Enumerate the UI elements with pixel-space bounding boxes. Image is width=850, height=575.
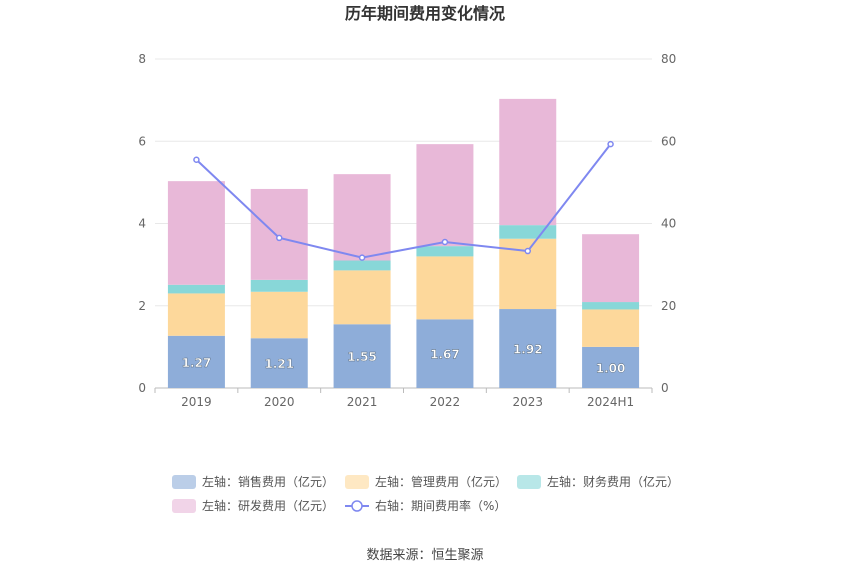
x-axis-tick-label: 2023 [512,395,543,409]
bar-data-label: 1.67 [430,348,460,362]
rate-point[interactable] [358,254,366,261]
bar-segment[interactable] [167,181,225,285]
left-axis-tick: 2 [138,299,146,313]
bar-data-label: 1.21 [264,357,294,371]
x-axis-tick-label: 2020 [264,395,295,409]
bar-segment[interactable] [167,293,225,336]
bar-segment[interactable] [333,260,391,271]
legend-swatch [172,475,196,489]
rate-point[interactable] [607,140,614,148]
right-axis-tick: 40 [661,217,676,231]
source-note: 数据来源：恒生聚源 [366,548,483,563]
rate-point[interactable] [193,156,200,164]
legend-label: 左轴：研发费用（亿元） [202,498,334,513]
bar-segment[interactable] [250,291,308,339]
bar-segment[interactable] [582,309,640,347]
right-axis-tick: 20 [661,299,676,313]
bar-segment[interactable] [333,270,391,325]
bar-segment[interactable] [582,302,640,310]
bar-segment[interactable] [167,335,225,388]
bar-segment[interactable] [333,324,391,388]
left-axis-tick: 6 [138,134,146,148]
legend-marker [351,500,363,512]
legend-item[interactable]: 左轴：研发费用（亿元） [172,498,334,513]
bar-data-label: 1.27 [182,356,212,370]
legend-swatch [517,475,541,489]
chart-title: 历年期间费用变化情况 [345,4,505,23]
right-axis-tick: 80 [661,52,676,66]
x-axis-tick-label: 2022 [430,395,461,409]
bar-segment[interactable] [333,174,391,261]
rate-point[interactable] [441,238,449,246]
bar-segment[interactable] [250,279,308,292]
legend-swatch [345,475,369,489]
bar-segment[interactable] [416,144,474,247]
bar-segment[interactable] [416,246,474,257]
legend-label: 左轴：管理费用（亿元） [375,474,507,489]
bar-segment[interactable] [167,284,225,294]
bar-data-label: 1.92 [513,343,543,357]
x-axis-tick-label: 2021 [347,395,378,409]
bar-segment[interactable] [582,346,640,388]
bars: 1.27 1.21 1.55 1.67 1.92 1.00 [167,98,640,388]
bar-segment[interactable] [250,338,308,388]
x-axis-tick-label: 2024H1 [587,395,634,409]
bar-segment[interactable] [250,188,308,280]
left-axis-tick: 0 [138,381,146,395]
legend-label: 左轴：销售费用（亿元） [202,474,334,489]
legend-swatch [172,499,196,513]
rate-point[interactable] [276,234,283,242]
rate-line-path [195,143,612,259]
legend-label: 右轴：期间费用率（%） [375,498,506,513]
bar-segment[interactable] [499,98,557,226]
bar-segment[interactable] [416,256,474,320]
grid [154,58,653,393]
right-axis-tick: 60 [661,134,676,148]
rate-line [193,140,614,261]
bar-segment[interactable] [499,309,557,388]
legend-item[interactable]: 左轴：管理费用（亿元） [345,474,507,489]
bar-data-label: 1.55 [347,350,377,364]
legend-label: 左轴：财务费用（亿元） [547,474,679,489]
bar-segment[interactable] [499,225,557,239]
left-axis-tick: 4 [138,217,146,231]
left-axis-tick: 8 [138,52,146,66]
legend-item[interactable]: 右轴：期间费用率（%） [345,498,506,513]
bar-data-label: 1.00 [596,361,626,375]
legend[interactable]: 左轴：销售费用（亿元） 左轴：管理费用（亿元） 左轴：财务费用（亿元） 左轴：研发费用… [172,474,679,513]
rate-point[interactable] [524,247,531,255]
bar-segment[interactable] [416,319,474,388]
right-axis-tick: 0 [661,381,669,395]
bar-segment[interactable] [582,234,640,303]
legend-item[interactable]: 左轴：销售费用（亿元） [172,474,334,489]
x-axis-tick-label: 2019 [181,395,212,409]
legend-item[interactable]: 左轴：财务费用（亿元） [517,474,679,489]
